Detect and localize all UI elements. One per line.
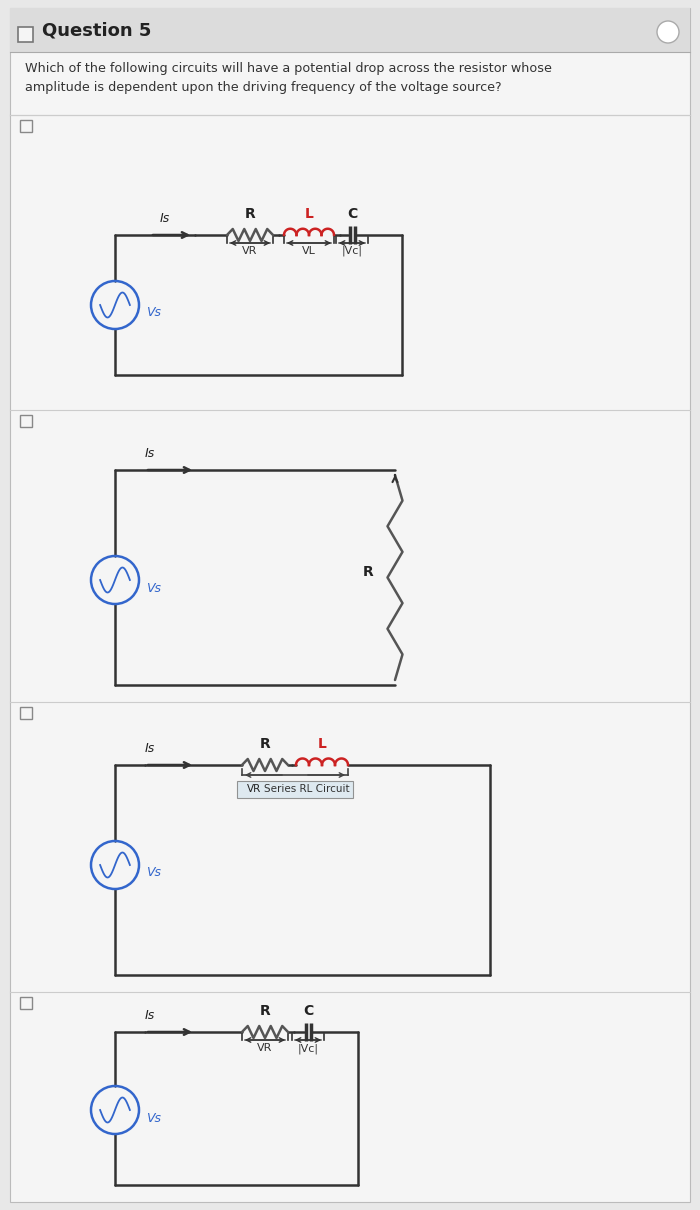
Text: VL: VL	[302, 246, 316, 257]
Bar	[18, 27, 33, 42]
Text: R: R	[260, 737, 270, 751]
Text: VR: VR	[247, 784, 261, 794]
Text: R: R	[260, 1004, 270, 1018]
Bar	[20, 415, 32, 427]
Text: Vs: Vs	[146, 866, 161, 880]
Text: C: C	[303, 1004, 313, 1018]
Bar	[20, 707, 32, 719]
Text: Is: Is	[160, 212, 170, 225]
Text: L: L	[304, 207, 314, 221]
Text: Is: Is	[145, 1009, 155, 1022]
Circle shape	[657, 21, 679, 44]
Text: VR: VR	[242, 246, 258, 257]
Text: |Vc|: |Vc|	[342, 246, 363, 257]
Text: Vs: Vs	[146, 306, 161, 319]
Bar	[20, 120, 32, 132]
Text: R: R	[363, 565, 373, 580]
Bar	[20, 997, 32, 1009]
Text: Is: Is	[145, 446, 155, 460]
Text: Question 5: Question 5	[42, 21, 151, 39]
Text: Series RL Circuit: Series RL Circuit	[264, 784, 349, 794]
Text: Vs: Vs	[146, 1112, 161, 1124]
Text: Vs: Vs	[146, 582, 161, 594]
Text: R: R	[244, 207, 256, 221]
Text: VR: VR	[258, 1043, 273, 1053]
Text: |Vc|: |Vc|	[298, 1043, 318, 1054]
Bar	[237, 780, 353, 799]
Text: Is: Is	[145, 742, 155, 755]
Text: L: L	[318, 737, 326, 751]
Text: C: C	[347, 207, 357, 221]
Text: Which of the following circuits will have a potential drop across the resistor w: Which of the following circuits will hav…	[25, 62, 552, 94]
Bar	[10, 8, 690, 52]
